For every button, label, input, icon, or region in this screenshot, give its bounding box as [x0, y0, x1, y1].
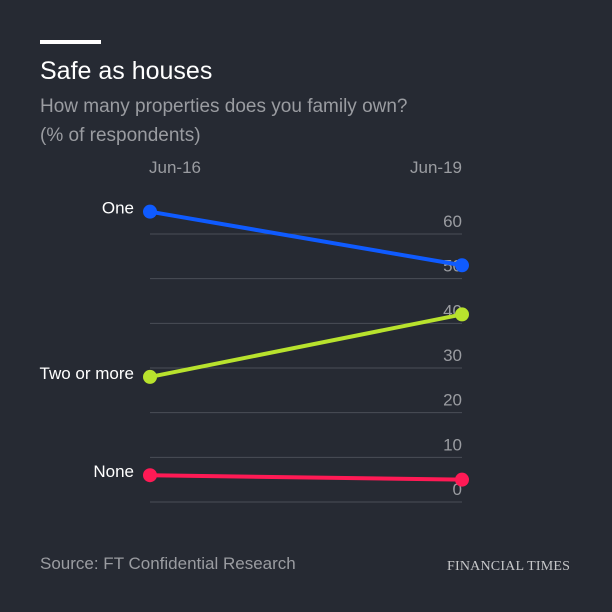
source-note: Source: FT Confidential Research — [40, 554, 296, 573]
series-line-none — [148, 473, 464, 482]
x-category-label-0: Jun-16 — [149, 158, 201, 177]
series-point-one-jun-19 — [455, 258, 469, 273]
y-tick-label-0: 0 — [453, 480, 462, 499]
series-point-two-or-more-jun-16 — [143, 369, 157, 384]
y-tick-label-10: 10 — [443, 435, 462, 454]
series-label-two-or-more: Two or more — [40, 364, 134, 383]
series-point-none-jun-16 — [143, 468, 157, 483]
chart-title: Safe as houses — [40, 57, 213, 85]
series-labels: One Two or more None — [40, 199, 134, 482]
series-label-none: None — [93, 462, 134, 481]
title-accent-rule — [40, 40, 101, 44]
x-axis-category-labels: Jun-16 Jun-19 — [149, 158, 462, 177]
subtitle-line-2: (% of respondents) — [40, 125, 201, 146]
series-lines — [143, 204, 469, 487]
series-point-two-or-more-jun-19 — [455, 307, 469, 322]
y-tick-label-30: 30 — [443, 346, 462, 365]
y-tick-label-20: 20 — [443, 391, 462, 410]
subtitle-line-1: How many properties does you family own? — [40, 96, 408, 117]
series-line-two-or-more — [148, 312, 464, 379]
series-point-one-jun-16 — [143, 204, 157, 219]
series-label-one: One — [102, 199, 134, 218]
ft-logo-text: FINANCIAL TIMES — [447, 559, 571, 574]
series-line-one — [148, 209, 464, 268]
y-tick-label-60: 60 — [443, 212, 462, 231]
series-point-none-jun-19 — [455, 472, 469, 487]
x-category-label-1: Jun-19 — [410, 158, 462, 177]
chart-subtitle: How many properties does you family own?… — [40, 92, 580, 150]
